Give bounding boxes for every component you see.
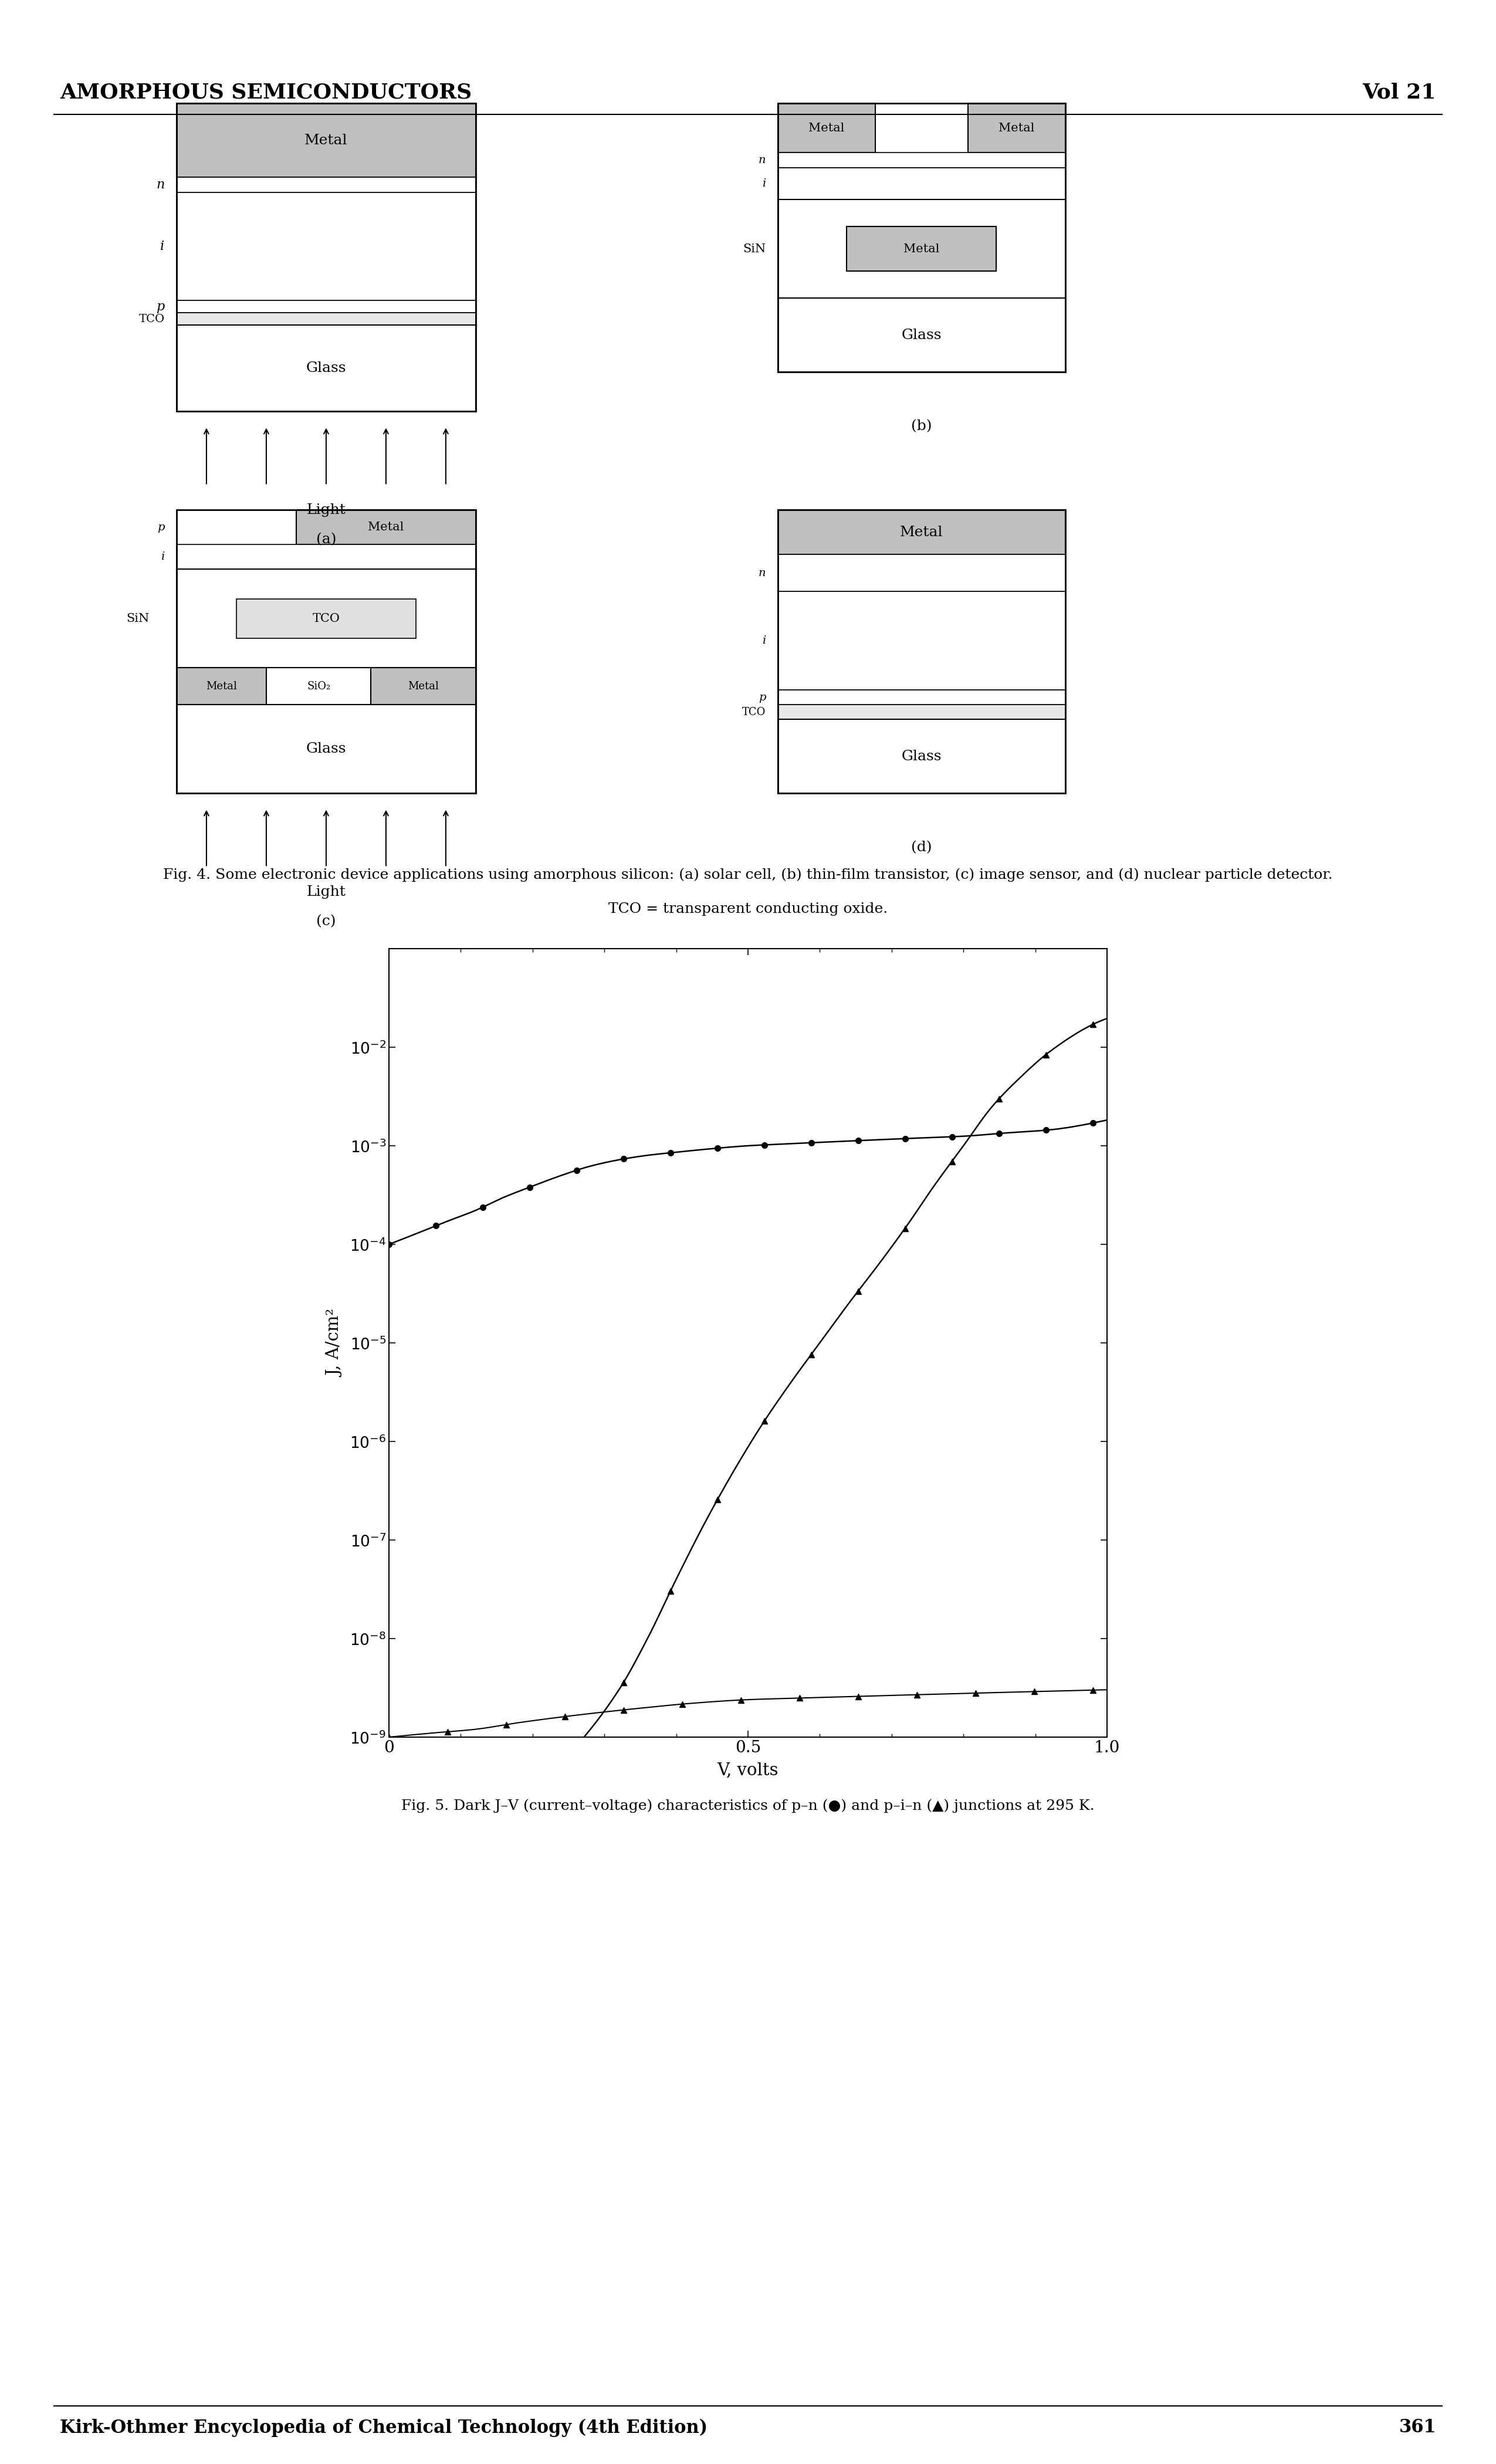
Text: n: n (156, 177, 165, 192)
Text: Light: Light (307, 885, 346, 899)
Text: i: i (763, 177, 766, 190)
Text: Metal: Metal (305, 133, 347, 148)
Text: p: p (157, 522, 165, 532)
Text: (d): (d) (911, 840, 932, 855)
Text: TCO = transparent conducting oxide.: TCO = transparent conducting oxide. (609, 902, 887, 917)
Text: Fig. 4. Some electronic device applications using amorphous silicon: (a) solar c: Fig. 4. Some electronic device applicati… (163, 867, 1333, 882)
Text: Metal: Metal (904, 244, 939, 254)
Text: Metal: Metal (901, 525, 942, 540)
Text: p: p (758, 692, 766, 702)
Text: SiN: SiN (127, 614, 150, 623)
Text: TCO: TCO (139, 313, 165, 325)
Text: Glass: Glass (307, 742, 346, 756)
Text: p: p (156, 301, 165, 313)
Text: i: i (763, 636, 766, 646)
Text: Metal: Metal (808, 123, 845, 133)
Text: Metal: Metal (206, 680, 236, 692)
Text: (a): (a) (316, 532, 337, 547)
Text: i: i (160, 239, 165, 254)
Text: SiO₂: SiO₂ (307, 680, 331, 692)
Text: Glass: Glass (902, 749, 941, 764)
Text: n: n (758, 567, 766, 579)
Text: SiN: SiN (744, 244, 766, 254)
Text: TCO: TCO (313, 614, 340, 623)
Text: AMORPHOUS SEMICONDUCTORS: AMORPHOUS SEMICONDUCTORS (60, 81, 471, 101)
Text: Fig. 5. Dark J–V (current–voltage) characteristics of p–n (●) and p–i–n (▲) junc: Fig. 5. Dark J–V (current–voltage) chara… (401, 1799, 1095, 1814)
Text: Light: Light (307, 503, 346, 517)
Text: (b): (b) (911, 419, 932, 434)
Text: Vol 21: Vol 21 (1363, 81, 1436, 101)
Text: Metal: Metal (368, 522, 404, 532)
Text: Metal: Metal (408, 680, 438, 692)
Text: Metal: Metal (998, 123, 1035, 133)
Text: (c): (c) (316, 914, 337, 929)
Text: TCO: TCO (742, 707, 766, 717)
Text: n: n (758, 155, 766, 165)
X-axis label: V, volts: V, volts (718, 1762, 778, 1779)
Text: Kirk-Othmer Encyclopedia of Chemical Technology (4th Edition): Kirk-Othmer Encyclopedia of Chemical Tec… (60, 2420, 708, 2437)
Text: Glass: Glass (902, 328, 941, 342)
Text: 361: 361 (1399, 2420, 1436, 2437)
Text: i: i (162, 552, 165, 562)
Text: Glass: Glass (307, 362, 346, 375)
Y-axis label: J, A/cm²: J, A/cm² (326, 1308, 343, 1377)
